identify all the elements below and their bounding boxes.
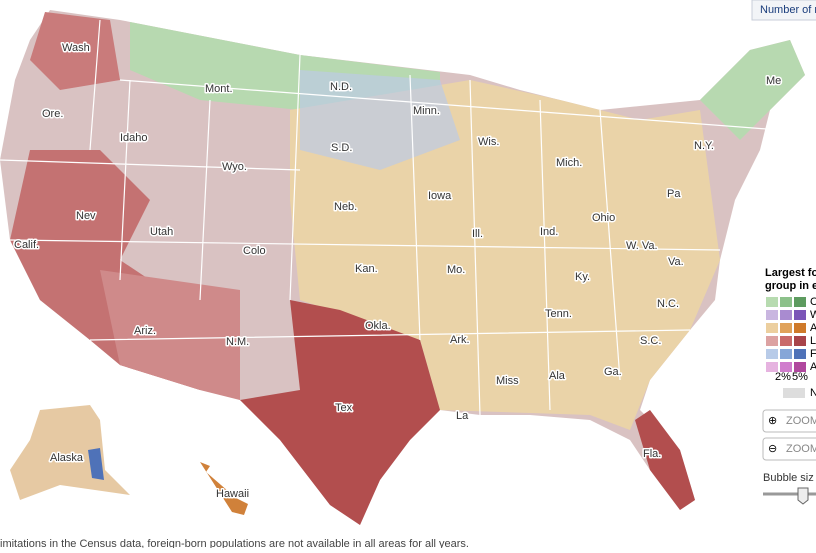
legend-scale: 5% [792, 371, 808, 383]
state-label: Mo. [447, 264, 465, 276]
state-label: Va. [668, 256, 684, 268]
tab-label[interactable]: Number of r [760, 4, 816, 16]
central-region [290, 80, 720, 430]
southwest-region [100, 270, 240, 400]
state-label: Ariz. [134, 325, 156, 337]
northwest-region [30, 12, 120, 90]
legend-swatch [766, 349, 778, 359]
state-label: Calif. [14, 239, 39, 251]
legend-label: N [810, 387, 816, 399]
state-label: Alaska [50, 452, 84, 464]
legend-swatch [766, 297, 778, 307]
legend-swatch [780, 349, 792, 359]
state-label: S.D. [331, 142, 352, 154]
hawaii [200, 462, 248, 515]
legend-swatch [794, 310, 806, 320]
state-label: N.Y. [694, 140, 714, 152]
midwest-blue [300, 70, 460, 170]
state-label: Okla. [365, 320, 391, 332]
state-label: N.D. [330, 81, 352, 93]
zoom-out-label[interactable]: ZOOM [786, 443, 816, 455]
legend-label: L [810, 335, 816, 347]
state-labels: Wash Mont. N.D. Minn. Me Ore. Idaho S.D. Wis. Mic… [13, 40, 783, 501]
state-label: Ky. [575, 271, 590, 283]
legend-swatch [766, 310, 778, 320]
legend-label: A [810, 322, 816, 334]
state-label: Pa [667, 188, 681, 200]
state-label: S.C. [640, 335, 661, 347]
state-label: Kan. [355, 263, 378, 275]
legend-title: Largest for [765, 267, 816, 279]
legend-swatch [794, 349, 806, 359]
state-label: Ore. [42, 108, 63, 120]
state-label: Nev [76, 210, 96, 222]
zoom-out-button[interactable] [762, 437, 816, 461]
state-label: Colo [243, 245, 266, 257]
legend-swatch [766, 323, 778, 333]
state-label: Minn. [413, 105, 440, 117]
northeast-region [700, 40, 805, 140]
texas-region [240, 300, 440, 525]
map [0, 10, 805, 525]
legend-swatch [780, 323, 792, 333]
legend-label: W [810, 309, 816, 321]
state-label: N.M. [226, 336, 249, 348]
state-label: Utah [150, 226, 173, 238]
state-label: Miss [496, 375, 519, 387]
state-label: Wis. [478, 136, 499, 148]
legend-swatch [794, 297, 806, 307]
footnote: imitations in the Census data, foreign-b… [0, 538, 469, 548]
legend-label: F [810, 348, 816, 360]
legend-swatch [794, 323, 806, 333]
alaska-blue [88, 448, 104, 480]
legend-title: group in ea [765, 280, 816, 292]
zoom-out-icon[interactable]: ⊖ [768, 443, 777, 455]
legend-swatch [780, 310, 792, 320]
state-label: Mich. [556, 157, 582, 169]
state-label: Ga. [604, 366, 622, 378]
state-label: Tenn. [545, 308, 572, 320]
state-label: Fla. [643, 448, 661, 460]
state-borders [0, 19, 781, 416]
state-label: Hawaii [216, 488, 249, 500]
florida-region [635, 410, 695, 510]
state-label: Wyo. [222, 161, 247, 173]
state-label: W. Va. [626, 240, 658, 252]
state-label: Mont. [205, 83, 233, 95]
state-label: Ohio [592, 212, 615, 224]
tab-button[interactable] [751, 0, 816, 21]
state-label: Ill. [472, 228, 483, 240]
state-label: Me [766, 75, 781, 87]
zoom-in-icon[interactable]: ⊕ [768, 415, 777, 427]
state-label: Wash [62, 42, 90, 54]
state-label: Ark. [450, 334, 470, 346]
legend-swatch [766, 336, 778, 346]
zoom-in-button[interactable] [762, 409, 816, 433]
state-label: Idaho [120, 132, 148, 144]
state-label: La [456, 410, 469, 422]
state-label: N.C. [657, 298, 679, 310]
state-label: Ala [549, 370, 566, 382]
state-label: Tex [335, 402, 353, 414]
state-label: Ind. [540, 226, 558, 238]
legend-swatch [794, 362, 806, 372]
legend-swatch [794, 336, 806, 346]
state-label: Neb. [334, 201, 357, 213]
zoom-in-label[interactable]: ZOOM [786, 415, 816, 427]
state-label: Iowa [428, 190, 452, 202]
legend-scale: 2% [775, 371, 791, 383]
legend-swatch [766, 362, 778, 372]
legend-swatch-none [783, 388, 805, 398]
legend-label: C [810, 296, 816, 308]
slider-handle[interactable] [797, 487, 809, 505]
legend-swatch [780, 336, 792, 346]
legend-label: A [810, 361, 816, 373]
bubble-size-label: Bubble siz [763, 472, 814, 484]
legend-swatch [780, 362, 792, 372]
legend-swatch [780, 297, 792, 307]
